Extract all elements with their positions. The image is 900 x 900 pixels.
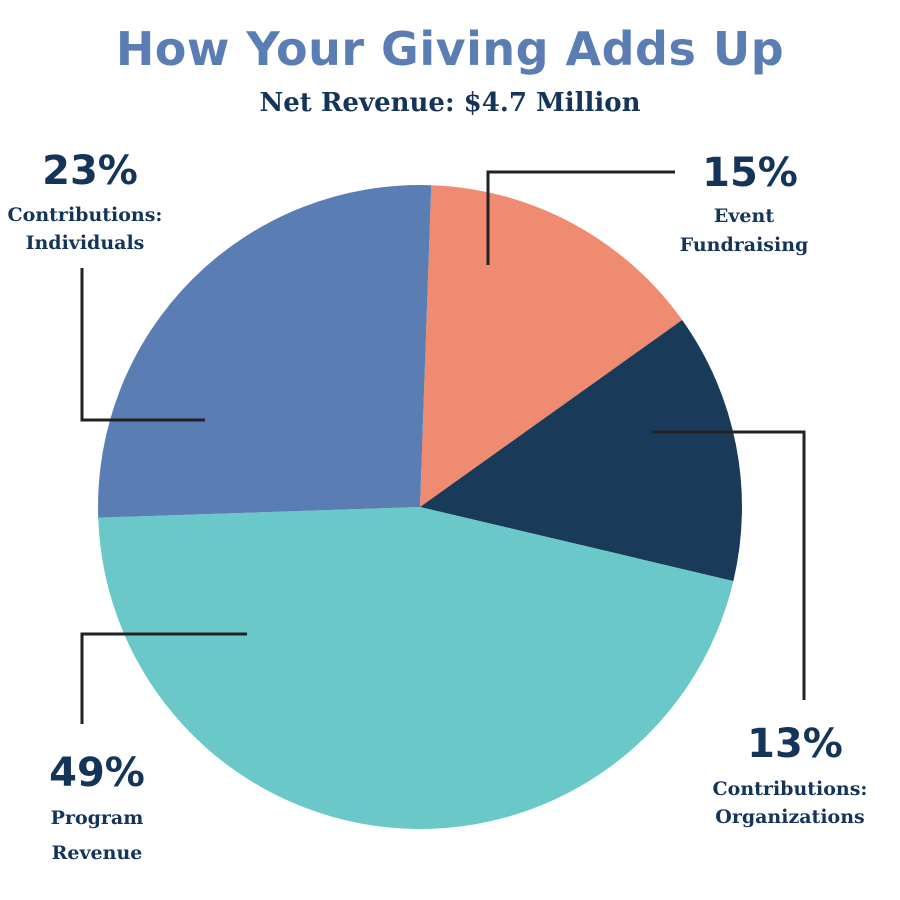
category-label-event-fundraising-line-2: Fundraising bbox=[680, 234, 809, 256]
chart-subtitle: Net Revenue: $4.7 Million bbox=[259, 88, 641, 118]
category-label-program-revenue-line-2: Revenue bbox=[52, 842, 143, 864]
category-label-contributions-individuals-line-2: Individuals bbox=[26, 232, 145, 254]
pie-slice-program-revenue bbox=[98, 507, 734, 829]
percent-label-contributions-organizations: 13% bbox=[747, 721, 843, 767]
category-label-contributions-organizations-line-2: Organizations bbox=[715, 806, 864, 828]
category-label-contributions-individuals-line-1: Contributions: bbox=[8, 204, 163, 226]
percent-label-contributions-individuals: 23% bbox=[42, 148, 138, 194]
category-label-contributions-organizations-line-1: Contributions: bbox=[713, 778, 868, 800]
percent-label-event-fundraising: 15% bbox=[702, 150, 798, 196]
category-label-program-revenue-line-1: Program bbox=[51, 807, 144, 829]
pie-slice-contributions-organizations bbox=[420, 320, 743, 582]
leader-line-program-revenue bbox=[80, 632, 247, 724]
category-label-event-fundraising-line-1: Event bbox=[714, 205, 774, 227]
pie-slice-contributions-individuals bbox=[98, 185, 432, 518]
leader-line-event-fundraising bbox=[486, 170, 675, 265]
pie-slice-event-fundraising bbox=[420, 185, 683, 507]
leader-line-contributions-organizations bbox=[652, 430, 806, 700]
leader-line-contributions-individuals bbox=[80, 268, 205, 422]
percent-label-program-revenue: 49% bbox=[49, 750, 145, 796]
chart-title: How Your Giving Adds Up bbox=[115, 22, 785, 76]
